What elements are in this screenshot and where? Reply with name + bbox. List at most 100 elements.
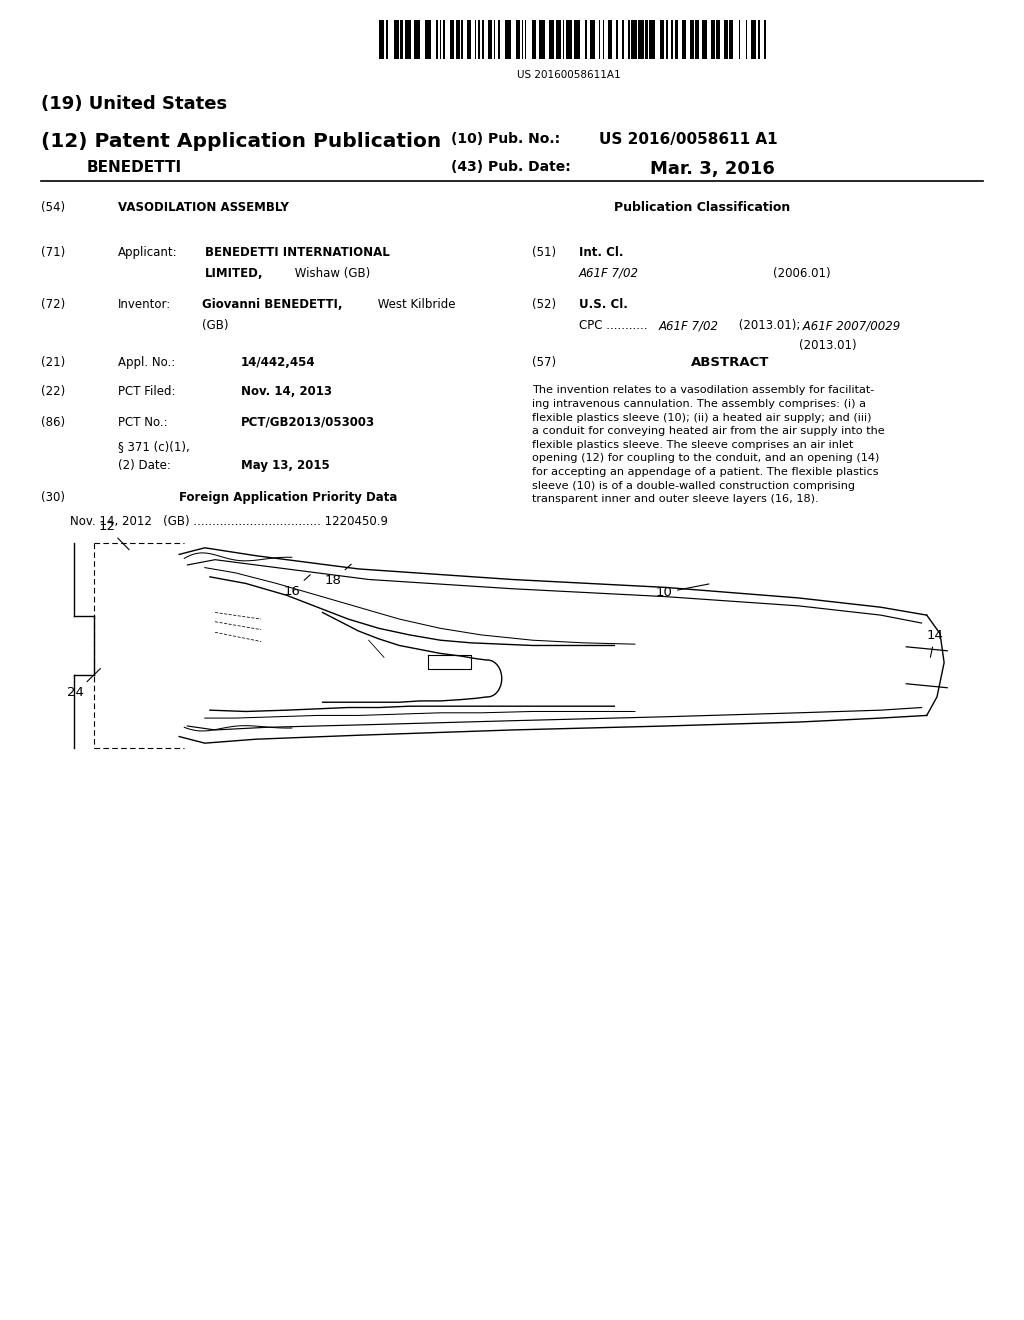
Bar — [516, 20, 520, 59]
Bar — [386, 20, 388, 59]
Bar — [645, 20, 647, 59]
Text: 12: 12 — [98, 520, 129, 549]
Bar — [716, 20, 720, 59]
Bar — [482, 20, 484, 59]
Text: BENEDETTI: BENEDETTI — [87, 160, 182, 174]
Bar — [506, 20, 511, 59]
Bar — [682, 20, 686, 59]
Bar — [498, 20, 500, 59]
Text: (51): (51) — [532, 246, 557, 259]
Text: (54): (54) — [41, 201, 66, 214]
Text: (57): (57) — [532, 356, 557, 370]
Text: PCT No.:: PCT No.: — [118, 416, 167, 429]
Text: (19) United States: (19) United States — [41, 95, 227, 114]
Bar — [608, 20, 612, 59]
Text: (10) Pub. No.:: (10) Pub. No.: — [451, 132, 560, 147]
Bar — [549, 20, 554, 59]
Text: (86): (86) — [41, 416, 66, 429]
Bar — [562, 20, 564, 59]
Text: 10: 10 — [655, 583, 709, 599]
Bar — [406, 20, 411, 59]
Text: (43) Pub. Date:: (43) Pub. Date: — [451, 160, 570, 174]
Text: Inventor:: Inventor: — [118, 298, 171, 312]
Bar — [462, 20, 463, 59]
Bar — [672, 20, 673, 59]
Bar — [738, 20, 740, 59]
Text: The invention relates to a vasodilation assembly for facilitat-
ing intravenous : The invention relates to a vasodilation … — [532, 385, 885, 504]
Bar — [622, 20, 625, 59]
Bar — [711, 20, 715, 59]
Text: 18: 18 — [325, 564, 351, 587]
Bar — [450, 20, 454, 59]
Bar — [556, 20, 561, 59]
Bar — [574, 20, 580, 59]
Bar — [400, 20, 402, 59]
Bar — [690, 20, 694, 59]
Text: Nov. 14, 2013: Nov. 14, 2013 — [241, 385, 332, 399]
Text: Wishaw (GB): Wishaw (GB) — [291, 267, 370, 280]
Bar — [751, 20, 757, 59]
Bar — [701, 20, 707, 59]
Bar — [393, 20, 399, 59]
Text: (2006.01): (2006.01) — [773, 267, 830, 280]
Text: 14/442,454: 14/442,454 — [241, 356, 315, 370]
Bar — [524, 20, 526, 59]
Bar — [487, 20, 492, 59]
Text: LIMITED,: LIMITED, — [205, 267, 263, 280]
Bar — [478, 20, 480, 59]
Bar — [615, 20, 618, 59]
Bar — [764, 20, 766, 59]
Text: Applicant:: Applicant: — [118, 246, 177, 259]
Bar — [638, 20, 644, 59]
Bar — [629, 20, 630, 59]
Bar — [590, 20, 595, 59]
Text: Appl. No.:: Appl. No.: — [118, 356, 175, 370]
Text: (12) Patent Application Publication: (12) Patent Application Publication — [41, 132, 441, 150]
Bar — [649, 20, 654, 59]
Bar — [540, 20, 545, 59]
Text: ABSTRACT: ABSTRACT — [691, 356, 770, 370]
Text: Nov. 14, 2012   (GB) .................................. 1220450.9: Nov. 14, 2012 (GB) .....................… — [70, 515, 388, 528]
Text: (30): (30) — [41, 491, 65, 504]
Text: (2013.01): (2013.01) — [799, 339, 856, 352]
Bar — [456, 20, 460, 59]
Bar — [566, 20, 571, 59]
Text: § 371 (c)(1),: § 371 (c)(1), — [118, 440, 189, 453]
Text: (2) Date:: (2) Date: — [118, 459, 171, 473]
Text: (72): (72) — [41, 298, 66, 312]
Bar — [443, 20, 444, 59]
Bar — [729, 20, 733, 59]
Bar — [436, 20, 437, 59]
Text: 24: 24 — [68, 668, 100, 700]
Text: US 2016/0058611 A1: US 2016/0058611 A1 — [599, 132, 777, 147]
Text: PCT/GB2013/053003: PCT/GB2013/053003 — [241, 416, 375, 429]
Text: A61F 7/02: A61F 7/02 — [579, 267, 639, 280]
Text: U.S. Cl.: U.S. Cl. — [579, 298, 628, 312]
Bar — [758, 20, 760, 59]
Text: Giovanni BENEDETTI,: Giovanni BENEDETTI, — [202, 298, 342, 312]
Text: Int. Cl.: Int. Cl. — [579, 246, 623, 259]
Bar — [603, 20, 604, 59]
Bar — [666, 20, 668, 59]
Text: A61F 2007/0029: A61F 2007/0029 — [799, 319, 900, 333]
Bar — [632, 20, 637, 59]
Bar — [531, 20, 536, 59]
Bar — [521, 20, 523, 59]
Text: Mar. 3, 2016: Mar. 3, 2016 — [650, 160, 775, 178]
Text: May 13, 2015: May 13, 2015 — [241, 459, 330, 473]
Text: BENEDETTI INTERNATIONAL: BENEDETTI INTERNATIONAL — [205, 246, 389, 259]
Text: PCT Filed:: PCT Filed: — [118, 385, 175, 399]
Bar — [599, 20, 600, 59]
Text: (22): (22) — [41, 385, 66, 399]
Text: CPC ...........: CPC ........... — [579, 319, 651, 333]
Bar — [425, 20, 431, 59]
Text: (52): (52) — [532, 298, 557, 312]
Bar — [379, 20, 384, 59]
Text: Foreign Application Priority Data: Foreign Application Priority Data — [179, 491, 397, 504]
Text: US 20160058611A1: US 20160058611A1 — [516, 70, 621, 81]
Bar — [440, 20, 441, 59]
Bar — [695, 20, 699, 59]
Text: Publication Classification: Publication Classification — [614, 201, 791, 214]
Text: 14: 14 — [927, 628, 943, 657]
Bar — [675, 20, 679, 59]
